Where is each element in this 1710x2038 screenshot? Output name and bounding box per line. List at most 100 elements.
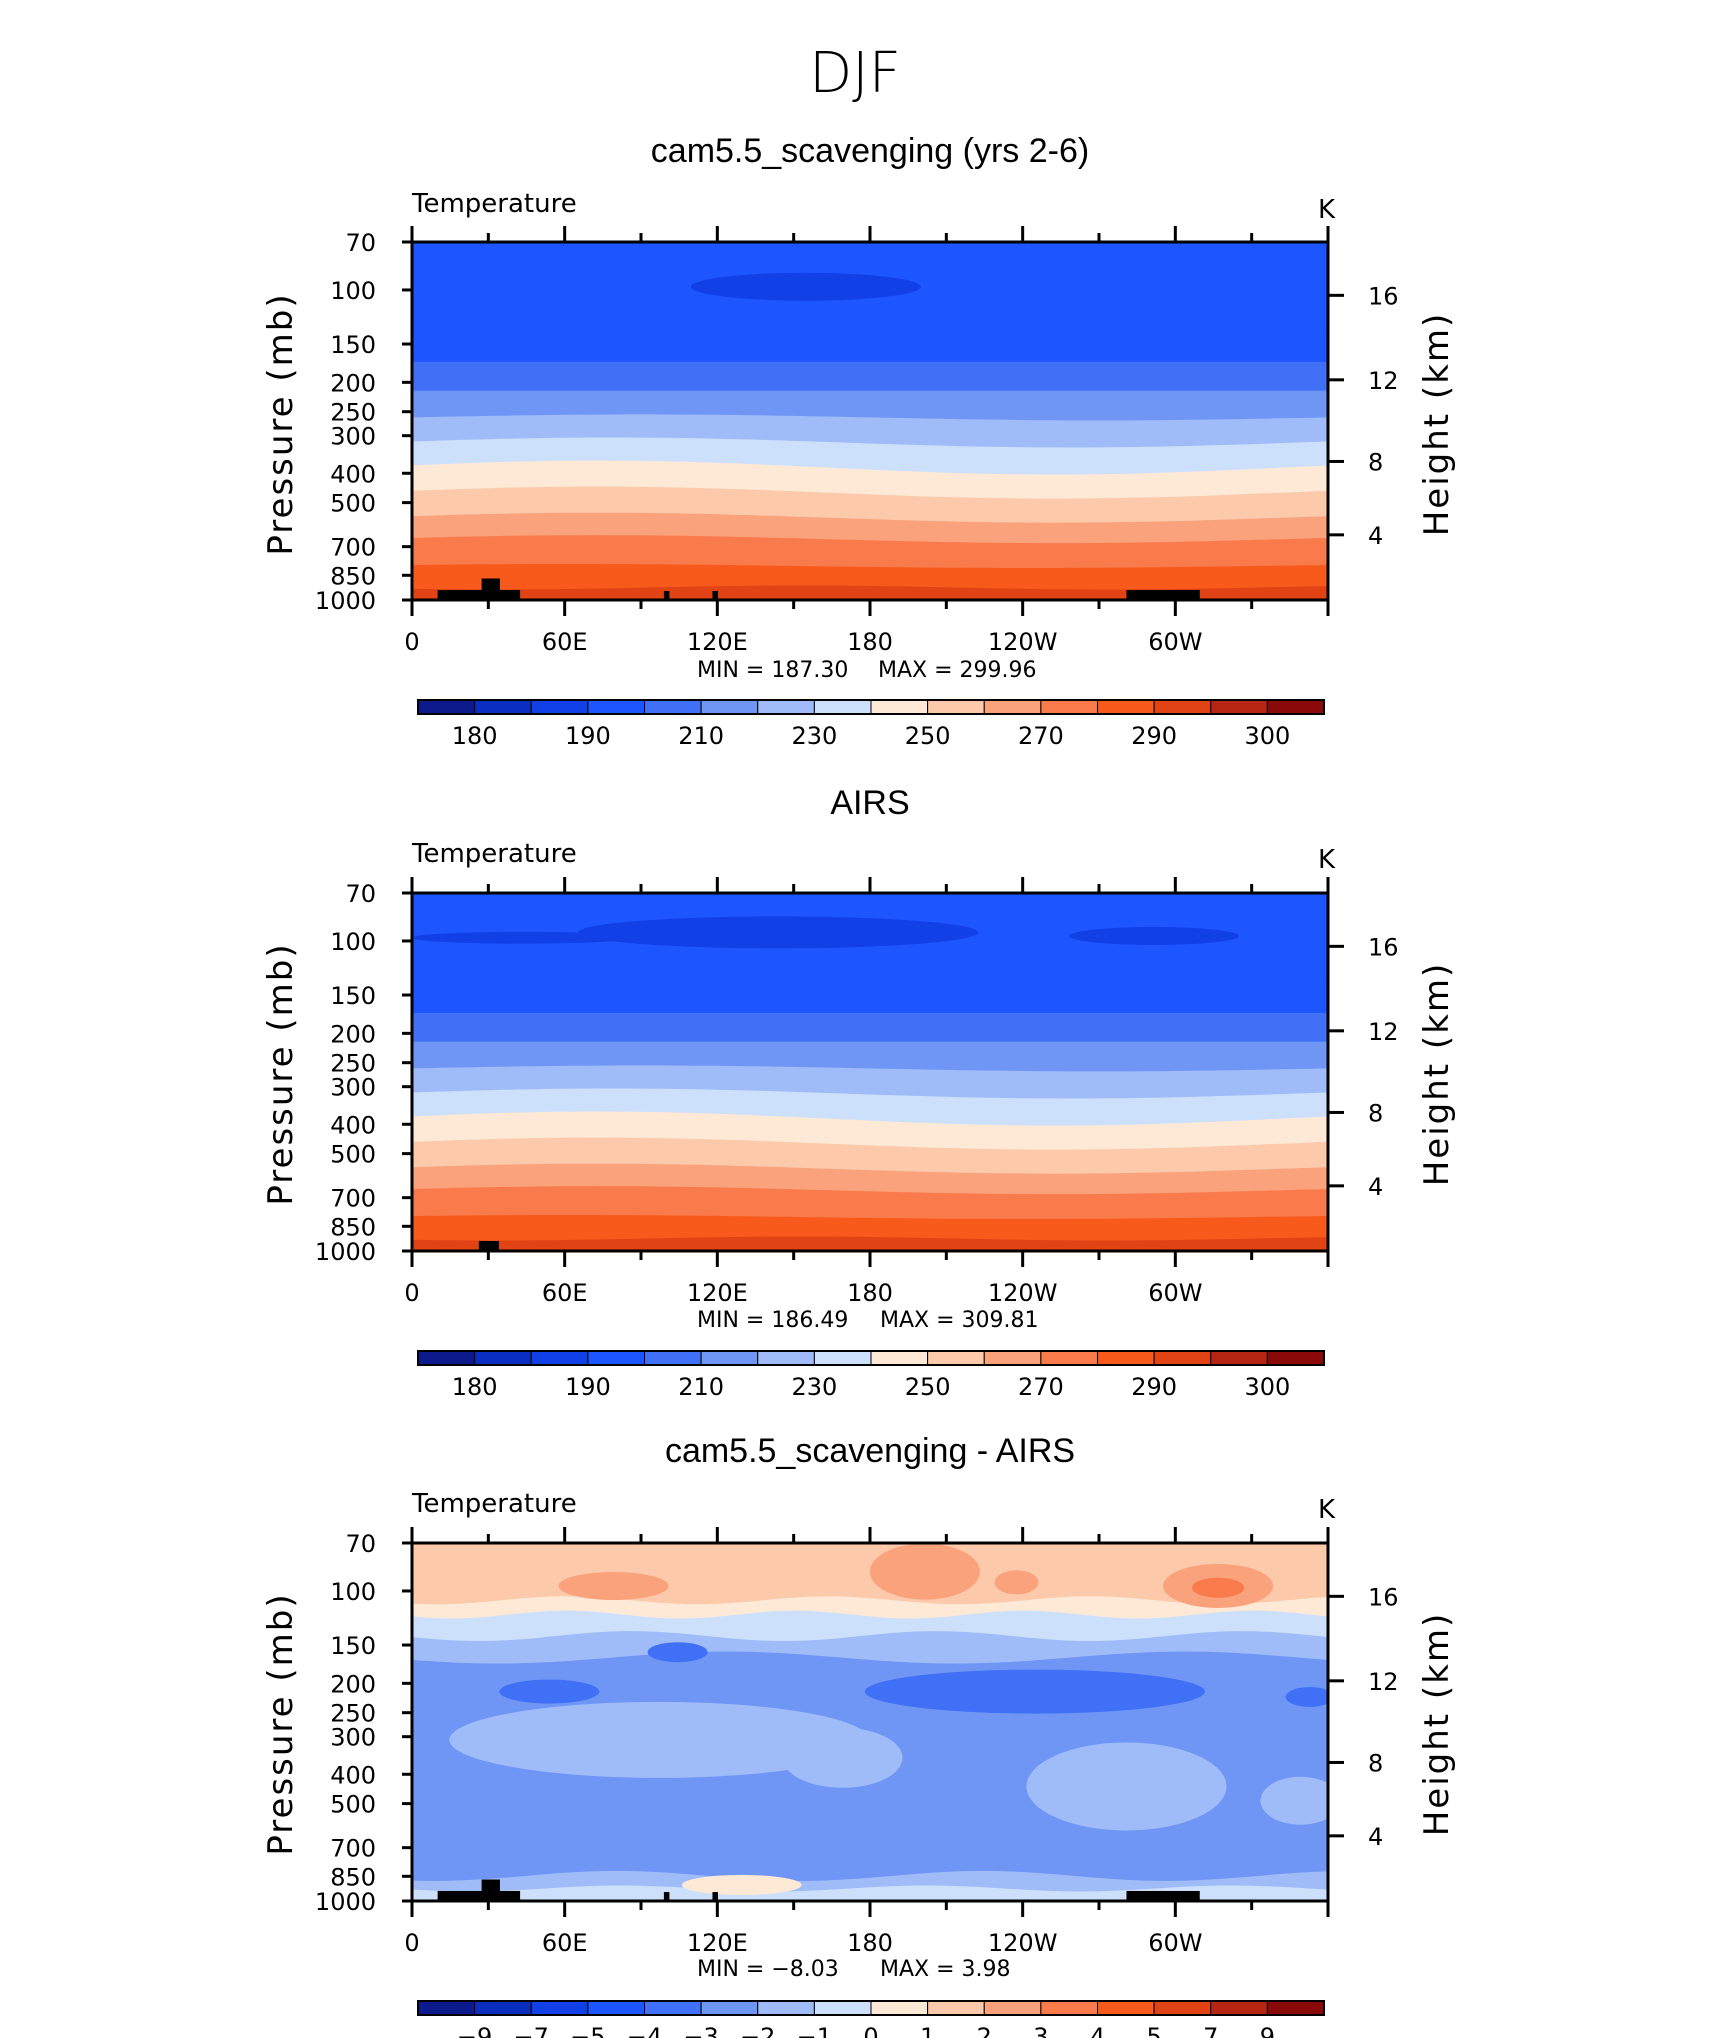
y-tick-label: 70 [345, 1530, 376, 1558]
colorbar-swatch [1210, 1350, 1268, 1366]
weak-anomaly [782, 1727, 903, 1788]
colorbar-swatch [417, 2000, 476, 2016]
colorbar-swatch [983, 1350, 1042, 1366]
x-tick-label: 60E [542, 1279, 588, 1307]
contour-fill [412, 1543, 1328, 1901]
colorbar-swatch [587, 2000, 645, 2016]
colorbar-swatch [530, 1350, 589, 1366]
land-mask [437, 578, 1200, 600]
y2-tick-label: 8 [1368, 1749, 1383, 1777]
warm-anomaly [1192, 1577, 1245, 1598]
y-tick-label: 150 [330, 982, 376, 1010]
warm-anomaly [994, 1570, 1039, 1595]
colorbar-swatch [644, 1350, 702, 1366]
y2-axis-title: Height (km) [1417, 312, 1457, 537]
panel-title: cam5.5_scavenging - AIRS [665, 1432, 1075, 1470]
min-label: MIN = −8.03 [697, 1957, 839, 1982]
y-tick-label: 300 [330, 1074, 376, 1102]
x-tick-label: 0 [404, 1929, 419, 1957]
colorbar-swatch [1210, 699, 1268, 715]
colorbar-label: 300 [1244, 722, 1290, 750]
max-label: MAX = 309.81 [880, 1308, 1039, 1333]
colorbar-swatch [644, 699, 702, 715]
x-tick-label: 0 [404, 628, 419, 656]
x-tick-label: 120E [687, 1929, 748, 1957]
contour-fill [412, 893, 1328, 1251]
panel-title: AIRS [830, 784, 909, 822]
y2-tick-label: 4 [1368, 522, 1383, 550]
colorbar-swatch [474, 1350, 532, 1366]
colorbar-swatch [983, 2000, 1042, 2016]
colorbar-swatch [1040, 2000, 1098, 2016]
warm-anomaly [869, 1543, 980, 1600]
y-axis-title: Pressure (mb) [261, 942, 301, 1205]
land-block [481, 578, 500, 600]
cold-core [1068, 926, 1239, 945]
y-tick-label: 850 [330, 1213, 376, 1241]
colorbar-swatch [1210, 2000, 1268, 2016]
warm-anomaly [681, 1874, 802, 1895]
y-tick-label: 250 [330, 1700, 376, 1728]
y-tick-label: 70 [345, 880, 376, 908]
colorbar-label: 1 [920, 2023, 935, 2038]
units-label: K [1318, 195, 1336, 225]
cold-anomaly [499, 1679, 600, 1704]
colorbar-swatch [1040, 1350, 1098, 1366]
y-tick-label: 150 [330, 1632, 376, 1660]
land-block [663, 591, 670, 600]
x-tick-label: 60W [1148, 1279, 1202, 1307]
y2-tick-label: 16 [1368, 282, 1399, 310]
colorbar-label: 7 [1203, 2023, 1218, 2038]
colorbar-swatch [700, 699, 759, 715]
y-tick-label: 100 [330, 928, 376, 956]
colorbar-swatch [1266, 1350, 1325, 1366]
y2-tick-label: 16 [1368, 1583, 1399, 1611]
colorbar-label: −9 [457, 2023, 492, 2038]
y-tick-label: 400 [330, 1111, 376, 1139]
land-block [712, 1892, 718, 1901]
colorbar-frame [417, 699, 1325, 715]
band [412, 1885, 1328, 1901]
colorbar-label: 3 [1033, 2023, 1048, 2038]
x-tick-label: 0 [404, 1279, 419, 1307]
min-label: MIN = 187.30 [697, 658, 848, 683]
min-label: MIN = 186.49 [697, 1308, 848, 1333]
colorbar-swatch [983, 699, 1042, 715]
variable-label: Temperature [411, 839, 577, 869]
weak-anomaly [1026, 1742, 1227, 1831]
band [412, 1236, 1328, 1251]
colorbar: 180 190 210 230 250 270 290 300 [417, 1350, 1325, 1401]
colorbar-swatch [1097, 2000, 1155, 2016]
y2-tick-label: 16 [1368, 933, 1399, 961]
warm-anomaly [558, 1571, 669, 1600]
land-block [663, 1892, 670, 1901]
colorbar-label: 180 [452, 722, 498, 750]
x-tick-label: 60E [542, 628, 588, 656]
contour-fill [412, 242, 1328, 600]
land-mask [478, 1240, 500, 1251]
y-tick-label: 200 [330, 1670, 376, 1698]
cold-core [412, 931, 632, 944]
x-tick-label: 60W [1148, 628, 1202, 656]
y-tick-label: 1000 [315, 587, 376, 615]
colorbar-swatch [870, 1350, 929, 1366]
land-block [1126, 1890, 1200, 1901]
x-tick-label: 180 [847, 1929, 893, 1957]
colorbar-swatch [530, 2000, 589, 2016]
y-tick-label: 500 [330, 1141, 376, 1169]
colorbar-swatch [757, 699, 815, 715]
x-tick-label: 120E [687, 628, 748, 656]
colorbar-swatch [700, 2000, 759, 2016]
colorbar-swatch [587, 699, 645, 715]
colorbar-label: 4 [1090, 2023, 1105, 2038]
colorbar-label: 270 [1018, 722, 1064, 750]
colorbar-label: 2 [977, 2023, 992, 2038]
colorbar-swatch [1097, 699, 1155, 715]
y-tick-label: 500 [330, 490, 376, 518]
colorbar-label: −5 [570, 2023, 605, 2038]
weak-anomaly [1260, 1776, 1328, 1825]
colorbar-swatch [757, 1350, 815, 1366]
y-tick-label: 300 [330, 423, 376, 451]
variable-label: Temperature [411, 189, 577, 219]
